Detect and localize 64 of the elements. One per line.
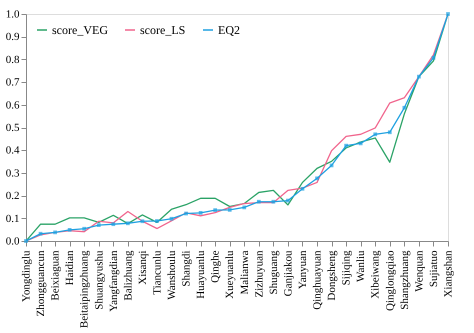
point xyxy=(155,219,159,223)
point xyxy=(228,208,232,212)
y-tick-label: 0.1 xyxy=(6,212,20,225)
point xyxy=(53,230,57,234)
legend-label: EQ2 xyxy=(218,23,240,37)
x-tick-label: Balizhuang xyxy=(122,250,134,301)
point xyxy=(446,12,450,16)
y-tick-label: 0.9 xyxy=(6,31,20,44)
x-tick-label: Shangdi xyxy=(180,250,193,287)
x-tick-label: Xibeiwang xyxy=(370,250,382,299)
x-tick-label: Tiancunlu xyxy=(151,250,164,295)
x-tick-label: Xisanqi xyxy=(136,250,149,285)
point xyxy=(358,142,363,146)
x-tick-label: Sijiqing xyxy=(340,250,353,286)
x-tick-label: Yanyuan xyxy=(296,250,309,290)
x-tick-label: Shangzhuang xyxy=(398,250,411,310)
y-tick-label: 0.4 xyxy=(6,144,20,157)
x-tick-label: Qinglongqiao xyxy=(384,250,396,311)
y-tick-label: 0.7 xyxy=(6,76,20,89)
point xyxy=(24,239,28,243)
y-tick-label: 0.6 xyxy=(6,99,20,112)
x-tick-label: Shuguang xyxy=(268,250,280,294)
x-tick-label: Xiangshan xyxy=(442,250,454,298)
point xyxy=(184,212,188,216)
y-tick-label: 1.0 xyxy=(6,8,20,20)
x-tick-label: Zizhuyuan xyxy=(253,250,266,298)
point xyxy=(300,186,304,191)
x-tick-label: Wenquan xyxy=(413,250,426,292)
point xyxy=(242,206,246,210)
point xyxy=(198,210,202,215)
y-tick-label: 0.2 xyxy=(6,190,20,202)
x-tick-label: Ganjiakou xyxy=(282,250,294,296)
legend-label: score_VEG xyxy=(52,23,108,37)
point xyxy=(330,164,334,168)
point xyxy=(417,74,421,79)
point xyxy=(272,200,276,204)
point xyxy=(315,176,319,180)
point xyxy=(96,223,101,227)
x-tick-label: Sujiatuo xyxy=(428,250,440,288)
x-tick-label: Yongdinglu xyxy=(20,250,32,302)
x-tick-label: Haidian xyxy=(64,250,76,286)
y-tick-label: 0.5 xyxy=(6,122,20,134)
x-tick-label: Beitaipingzhuang xyxy=(78,250,91,328)
x-tick-label: Zhongguancun xyxy=(35,250,48,316)
point xyxy=(286,198,290,202)
point xyxy=(38,232,42,236)
x-tick-label: Beixiaguan xyxy=(50,250,62,301)
x-tick-label: Wanliu xyxy=(355,250,368,282)
point xyxy=(140,219,144,224)
y-tick-label: 0.0 xyxy=(6,236,20,248)
x-tick-label: Qinghuayuan xyxy=(312,250,324,310)
x-tick-label: Qinghe xyxy=(210,250,222,283)
x-tick-label: Malianwa xyxy=(238,250,251,294)
legend-label: score_LS xyxy=(140,23,186,37)
y-tick-label: 0.3 xyxy=(6,167,20,180)
x-tick-label: Xueyuanlu xyxy=(224,250,236,299)
x-tick-label: Shuangyushu xyxy=(93,250,106,310)
x-tick-label: Huayuanlu xyxy=(195,250,208,299)
y-tick-label: 0.8 xyxy=(6,54,20,66)
point xyxy=(432,56,436,60)
x-tick-label: Yangfangdian xyxy=(108,250,120,312)
x-tick-label: Wanshoulu xyxy=(166,250,178,300)
x-tick-label: Dongsheng xyxy=(326,250,338,301)
point xyxy=(170,216,174,221)
